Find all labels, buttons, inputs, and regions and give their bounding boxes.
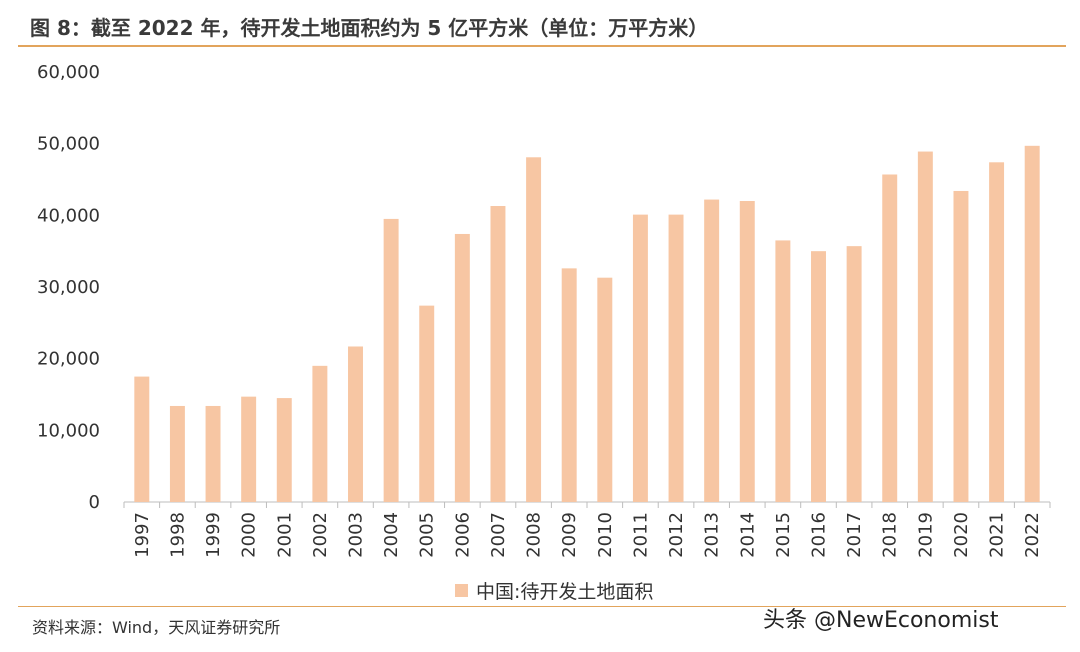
x-tick-label: 2014 [737,512,758,558]
bar [882,174,898,502]
bar [419,305,435,502]
bar [205,405,221,502]
y-tick-label: 50,000 [37,134,100,155]
bar [169,405,185,502]
x-tick-label: 2003 [346,512,367,558]
x-tick-label: 2010 [595,512,616,558]
bar [312,365,328,502]
bar [454,233,470,502]
bar [1024,145,1040,503]
title-divider [18,45,1066,47]
y-tick-label: 60,000 [37,62,100,83]
x-tick-label: 2017 [844,512,865,558]
x-tick-label: 2000 [239,512,260,558]
bar [241,396,257,502]
x-tick-label: 2002 [310,512,331,558]
bar [490,206,506,502]
x-tick-label: 2011 [630,512,651,558]
x-tick-label: 2005 [417,512,438,558]
bar [953,190,969,502]
x-tick-label: 2001 [274,512,295,558]
chart-title: 图 8：截至 2022 年，待开发土地面积约为 5 亿平方米（单位：万平方米） [30,16,709,40]
y-tick-label: 30,000 [37,277,100,298]
bar [846,246,862,502]
x-tick-label: 2022 [1022,512,1043,558]
x-tick-label: 1998 [167,512,188,558]
y-tick-label: 40,000 [37,205,100,226]
x-tick-label: 2015 [773,512,794,558]
legend-swatch [455,584,468,597]
bar [989,162,1005,503]
x-tick-label: 2021 [987,512,1008,558]
x-tick-label: 2018 [880,512,901,558]
x-tick-label: 2013 [702,512,723,558]
footer-divider [18,606,1066,607]
bar [775,240,791,502]
bar [632,214,648,502]
x-tick-label: 2016 [809,512,830,558]
x-tick-label: 2012 [666,512,687,558]
x-tick-label: 1997 [132,512,153,558]
bar [526,157,542,503]
watermark-text: 头条 @NewEconomist [763,608,999,633]
bar [276,398,292,502]
x-tick-label: 1999 [203,512,224,558]
bar [739,201,755,502]
bar [348,346,363,502]
y-tick-label: 10,000 [37,420,100,441]
bar [811,251,826,502]
x-tick-label: 2019 [915,512,936,558]
x-tick-label: 2009 [559,512,580,558]
y-tick-label: 20,000 [37,349,100,370]
x-tick-label: 2004 [381,512,402,558]
bar [561,268,577,502]
y-tick-label: 0 [89,492,100,513]
legend-label: 中国:待开发土地面积 [476,581,654,603]
bar [597,277,613,502]
x-tick-label: 2020 [951,512,972,558]
chart-legend: 中国:待开发土地面积 [455,577,653,604]
bar [704,199,720,503]
x-tick-label: 2008 [524,512,545,558]
bar-chart: 0 10,000 20,000 30,000 40,000 50,000 60,000 199… [37,62,1051,558]
bar [917,151,933,503]
x-tick-label: 2007 [488,512,509,558]
bar [134,376,150,502]
bar [383,218,399,502]
bar [668,214,684,502]
source-note: 资料来源：Wind，天风证券研究所 [32,618,281,637]
x-tick-label: 2006 [452,512,473,558]
